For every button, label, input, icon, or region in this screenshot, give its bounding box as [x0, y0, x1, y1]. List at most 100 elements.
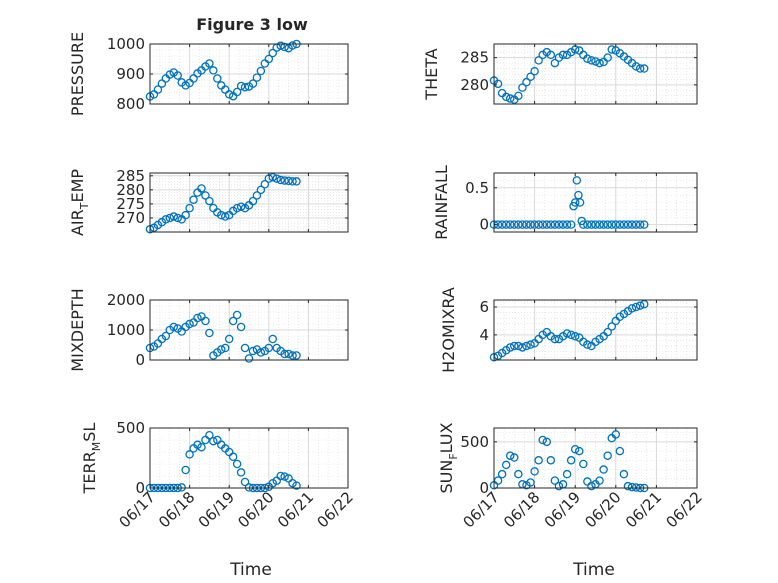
- x-axis-label-left: Time: [229, 560, 272, 580]
- rainfall-data-point: [510, 220, 519, 229]
- sun-flux-data-point: [562, 469, 572, 479]
- sun-flux-data-point: [599, 465, 608, 474]
- pressure-data-point: [256, 66, 266, 76]
- mixdepth-data-point: [161, 331, 171, 341]
- rainfall-data-point: [599, 220, 608, 229]
- sun-flux-y-tick-label: 500: [460, 433, 489, 451]
- terr-msl-x-tick-label: 06/18: [155, 488, 198, 531]
- pressure-data-point: [280, 42, 289, 52]
- theta-y-tick-label: 280: [460, 76, 489, 94]
- sun-flux-data-point: [595, 476, 604, 485]
- mixdepth-data-point: [268, 334, 278, 344]
- mixdepth-data-point: [224, 334, 234, 344]
- terr-msl-data-point: [280, 472, 289, 481]
- h2omixra-data-point: [526, 340, 535, 349]
- pressure-data-point: [288, 41, 297, 50]
- rainfall-data-point: [546, 220, 556, 229]
- air-temp-data-point: [220, 212, 230, 221]
- theta-data-point: [631, 62, 641, 71]
- terr-msl-x-tick-label: 06/19: [195, 488, 238, 531]
- h2omixra-data-point: [514, 341, 523, 351]
- terr-msl-data-point: [177, 483, 186, 492]
- sun-flux-data-point: [514, 469, 523, 479]
- x-axis-label-right: Time: [572, 560, 615, 580]
- theta-data-point: [558, 50, 568, 60]
- theta-data-point: [603, 53, 612, 62]
- air-temp-data-point: [276, 175, 285, 185]
- terr-msl-x-tick-label: 06/22: [314, 488, 357, 531]
- sun-flux-x-tick-label: 06/18: [500, 488, 543, 531]
- theta-data-point: [534, 56, 543, 65]
- terr-msl-x-tick-label: 06/21: [274, 488, 317, 531]
- h2omixra-y-axis-label-main: H2OMIXRA: [439, 287, 458, 373]
- rainfall-data-point: [595, 220, 604, 229]
- rainfall-data-point: [570, 198, 580, 207]
- terr-msl-data-point: [244, 483, 254, 492]
- air-temp-data-point: [256, 185, 266, 195]
- mixdepth-data-point: [169, 322, 179, 332]
- rainfall-data-point: [534, 220, 543, 229]
- pressure-data-point: [213, 74, 222, 83]
- sun-flux-axes: 050006/1706/1806/1906/2006/2106/22SUNFLU…: [437, 422, 706, 531]
- sun-flux-data-point: [623, 481, 633, 491]
- rainfall-data-point: [542, 220, 552, 229]
- pressure-y-axis-label: PRESSURE: [68, 32, 87, 116]
- h2omixra-data-point: [627, 304, 637, 313]
- theta-y-axis-label-main: THETA: [422, 48, 441, 100]
- sun-flux-data-point: [554, 481, 564, 491]
- pressure-data-point: [232, 87, 242, 97]
- pressure-data-point: [209, 66, 218, 75]
- sun-flux-data-point: [570, 444, 580, 454]
- rainfall-data-point: [611, 220, 621, 229]
- sun-flux-y-axis-label-subscript: F: [447, 453, 460, 459]
- mixdepth-data-point: [205, 328, 214, 338]
- air-temp-data-point: [268, 172, 278, 182]
- mixdepth-data-point: [217, 345, 226, 354]
- rainfall-data-point: [514, 220, 523, 229]
- mixdepth-data-point: [284, 349, 293, 359]
- air-temp-y-tick-label: 280: [116, 181, 145, 199]
- pressure-data-point: [173, 71, 182, 80]
- h2omixra-data-point: [607, 322, 616, 331]
- theta-axes: 280 285 THETA: [422, 43, 698, 105]
- terr-msl-axes-box: [149, 427, 349, 489]
- mixdepth-data-point: [256, 348, 266, 357]
- mixdepth-data-point: [220, 343, 230, 353]
- sun-flux-x-tick-label: 06/20: [581, 488, 624, 531]
- sun-flux-data-point: [510, 453, 519, 462]
- air-temp-data-point: [205, 196, 214, 206]
- mixdepth-data-point: [292, 351, 301, 360]
- terr-msl-x-tick-label: 06/20: [234, 488, 277, 531]
- mixdepth-y-tick-label: 0: [135, 351, 145, 369]
- theta-axes-box: [493, 43, 698, 105]
- rainfall-axes-box: [493, 172, 698, 233]
- rainfall-data-point: [591, 220, 600, 229]
- h2omixra-axes: 4 6 H2OMIXRA: [439, 287, 698, 373]
- terr-msl-data-point: [197, 442, 206, 452]
- sun-flux-data-point: [627, 482, 637, 492]
- pressure-y-tick-label: 1000: [107, 35, 145, 53]
- sun-flux-data-point: [538, 435, 547, 445]
- h2omixra-data-point: [603, 327, 612, 337]
- rainfall-y-axis-label: RAINFALL: [432, 165, 451, 240]
- air-temp-axes-box: [149, 172, 349, 233]
- sun-flux-x-tick-label: 06/21: [622, 488, 665, 531]
- sun-flux-data-point: [619, 469, 629, 479]
- h2omixra-data-point: [639, 299, 649, 309]
- pressure-data-point: [153, 85, 163, 94]
- sun-flux-data-point: [579, 459, 588, 469]
- rainfall-data-point: [587, 220, 596, 229]
- rainfall-y-tick-label: 0.5: [465, 179, 489, 197]
- h2omixra-data-point: [518, 343, 527, 352]
- sun-flux-axes-box: [493, 427, 698, 489]
- terr-msl-y-axis-label-main: TERR: [80, 451, 99, 494]
- sun-flux-data-point: [575, 446, 584, 456]
- sun-flux-data-point: [497, 469, 507, 479]
- terr-msl-y-tick-label: 500: [116, 419, 145, 437]
- figure-title: Figure 3 low: [196, 15, 308, 34]
- rainfall-data-point: [619, 220, 629, 229]
- air-temp-data-point: [236, 202, 246, 211]
- air-temp-data-point: [232, 203, 242, 213]
- air-temp-data-point: [280, 176, 289, 185]
